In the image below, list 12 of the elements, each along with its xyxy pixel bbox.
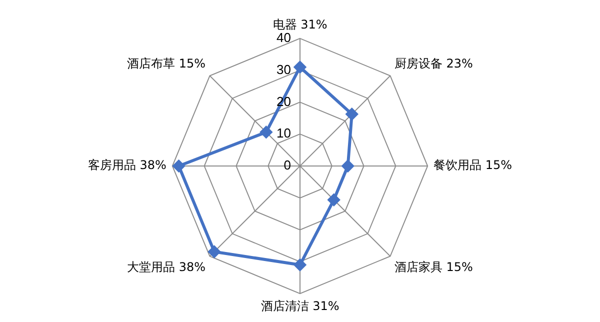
spoke-label: 酒店清洁 31%: [260, 298, 340, 313]
spoke-label: 客房用品 38%: [88, 158, 166, 172]
y-tick-label: 0: [284, 158, 291, 173]
spoke-label: 大堂用品 38%: [127, 260, 206, 274]
spoke-label: 餐饮用品 15%: [434, 158, 512, 172]
spoke-label: 厨房设备 23%: [394, 56, 473, 70]
spoke-label: 电器 31%: [272, 17, 328, 32]
spoke-label: 酒店家具 15%: [394, 260, 473, 274]
y-tick-label: 30: [276, 62, 291, 77]
y-tick-label: 10: [276, 126, 291, 141]
y-tick-label: 40: [276, 30, 291, 45]
spoke-label: 酒店布草 15%: [127, 56, 206, 70]
